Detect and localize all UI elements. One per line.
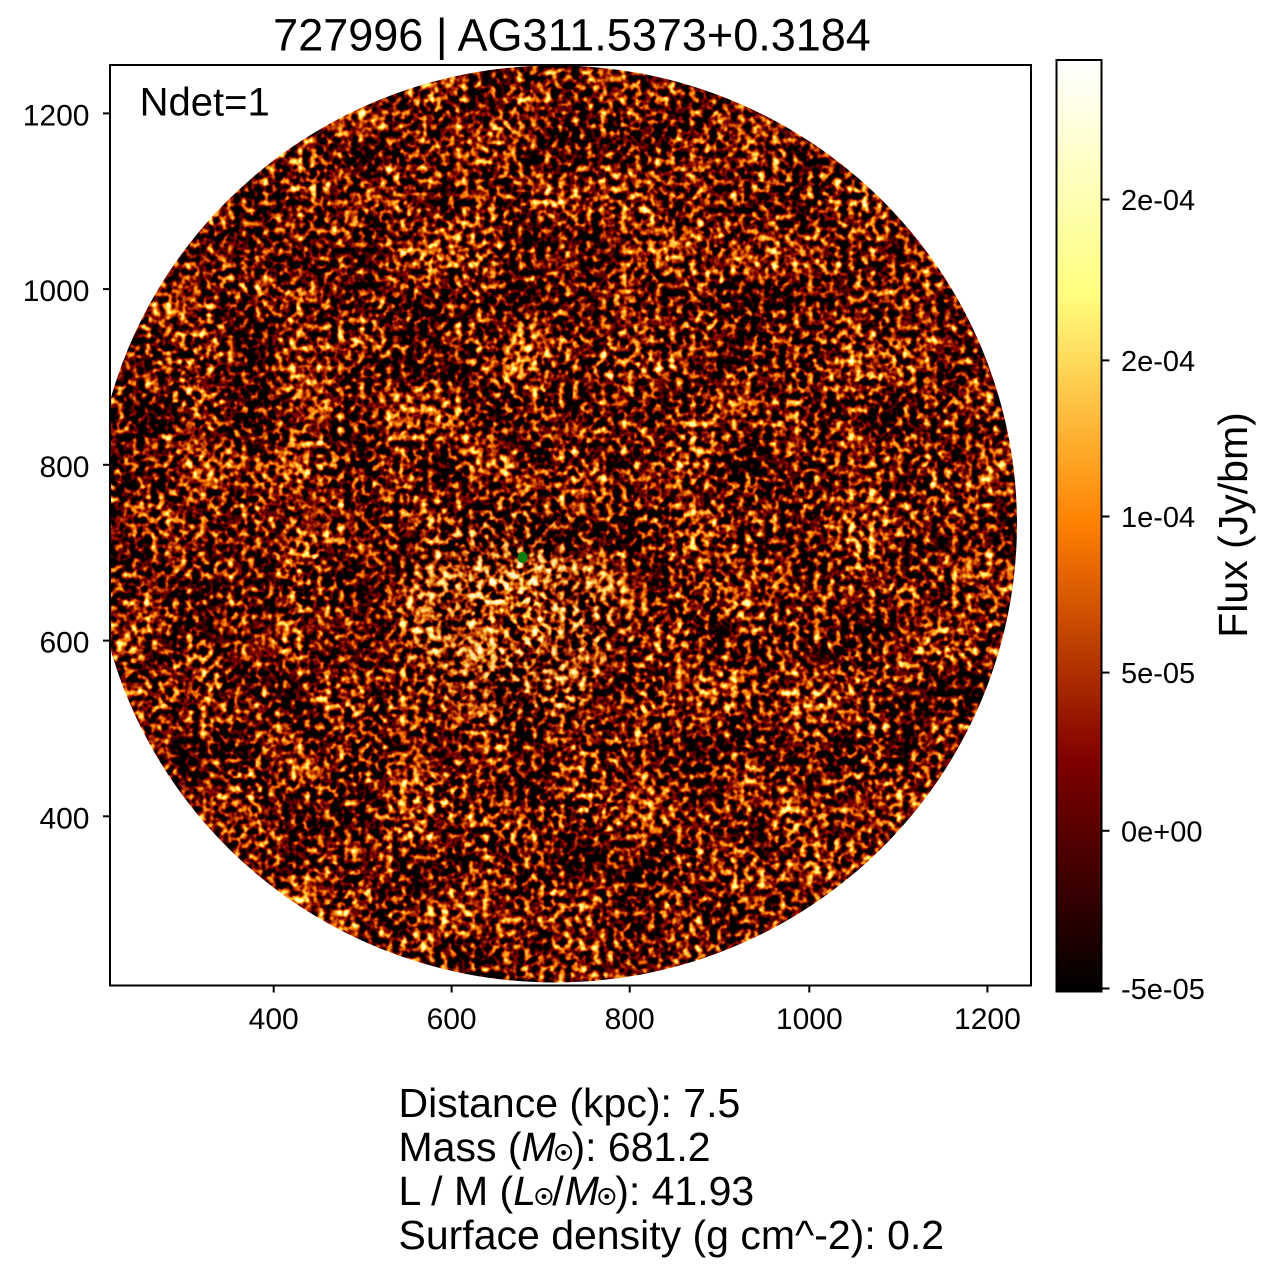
svg-text:L / M (: L / M ( bbox=[399, 1168, 514, 1214]
svg-text:727996 | AG311.5373+0.3184: 727996 | AG311.5373+0.3184 bbox=[273, 10, 871, 61]
svg-text:1200: 1200 bbox=[23, 100, 90, 133]
svg-text:1200: 1200 bbox=[954, 1003, 1021, 1036]
svg-text:): 41.93: ): 41.93 bbox=[615, 1168, 754, 1214]
svg-text:): 681.2: ): 681.2 bbox=[572, 1124, 711, 1170]
svg-text:800: 800 bbox=[605, 1003, 655, 1036]
svg-text:2e-04: 2e-04 bbox=[1121, 185, 1195, 217]
svg-text:L: L bbox=[513, 1168, 536, 1214]
svg-text:/: / bbox=[552, 1168, 564, 1214]
svg-text:600: 600 bbox=[427, 1003, 477, 1036]
svg-text:Distance (kpc): 7.5: Distance (kpc): 7.5 bbox=[399, 1080, 741, 1126]
svg-text:5e-05: 5e-05 bbox=[1121, 658, 1195, 690]
svg-text:-5e-05: -5e-05 bbox=[1121, 974, 1205, 1006]
svg-text:1000: 1000 bbox=[23, 275, 90, 308]
svg-text:800: 800 bbox=[39, 451, 89, 484]
svg-text:400: 400 bbox=[39, 802, 89, 835]
svg-text:600: 600 bbox=[39, 627, 89, 660]
svg-text:Mass (: Mass ( bbox=[399, 1124, 522, 1170]
svg-text:Ndet=1: Ndet=1 bbox=[140, 80, 270, 124]
svg-text:1000: 1000 bbox=[776, 1003, 843, 1036]
svg-text:Surface density (g cm^-2): 0.2: Surface density (g cm^-2): 0.2 bbox=[399, 1212, 945, 1258]
svg-text:M: M bbox=[565, 1168, 600, 1214]
svg-text:0e+00: 0e+00 bbox=[1121, 816, 1202, 848]
svg-text:M: M bbox=[522, 1124, 557, 1170]
svg-text:2e-04: 2e-04 bbox=[1121, 346, 1195, 378]
svg-text:400: 400 bbox=[249, 1003, 299, 1036]
svg-text:1e-04: 1e-04 bbox=[1121, 502, 1195, 534]
svg-text:Flux (Jy/bm): Flux (Jy/bm) bbox=[1210, 412, 1256, 638]
